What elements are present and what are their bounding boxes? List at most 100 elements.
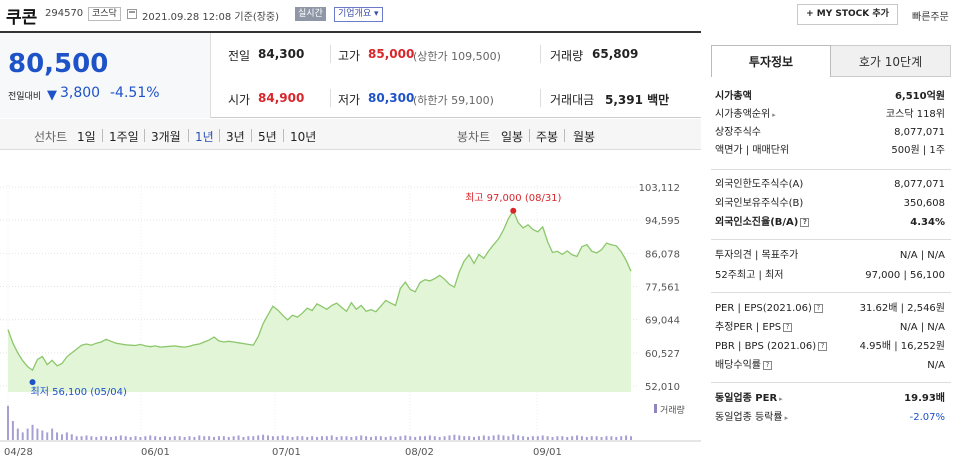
volume-bar <box>473 436 476 440</box>
period-1d[interactable]: 1일 <box>77 130 96 144</box>
period-5y[interactable]: 5년 <box>258 130 277 144</box>
volume-bar <box>100 436 103 440</box>
line-chart-label: 선차트 <box>34 130 68 144</box>
volume-bar <box>203 436 206 440</box>
volume-bar <box>208 436 211 440</box>
volume-bar <box>306 436 309 440</box>
quick-order-link[interactable]: 빠른주문 <box>912 12 949 23</box>
candle-daily[interactable]: 일봉 <box>501 130 524 144</box>
volume-bar <box>311 436 314 440</box>
help-icon[interactable]: ? <box>783 322 793 332</box>
volume-bar <box>325 436 328 440</box>
prev-close-label: 전일 <box>228 49 251 63</box>
candle-weekly[interactable]: 주봉 <box>536 130 559 144</box>
low-value: 80,300 <box>368 91 415 105</box>
volume-bar <box>625 435 628 440</box>
volume-bar <box>242 436 245 440</box>
foreign-hold-row: 외국인보유주식수(B) 350,608 <box>715 195 945 213</box>
est-per-value: N/A | N/A <box>899 322 945 333</box>
volume-bar <box>409 436 412 440</box>
x-tick-label: 04/28 <box>4 447 33 458</box>
volume-bar <box>114 436 117 440</box>
pbr-label: PBR | BPS (2021.06) <box>715 341 817 352</box>
volume-bar <box>95 436 98 440</box>
volume-bar <box>31 424 34 440</box>
sector-per-label: 동일업종 PER <box>715 393 778 404</box>
current-price: 80,500 <box>8 49 109 79</box>
price-line <box>7 209 632 372</box>
volume-bar <box>330 435 333 440</box>
help-icon[interactable]: ? <box>818 341 828 351</box>
chart-annotations: 최고 97,000 (08/31) 최저 56,100 (05/04) <box>29 192 562 398</box>
period-3m[interactable]: 3개월 <box>151 130 181 144</box>
volume-value: 65,809 <box>592 47 639 61</box>
volume-bar <box>541 435 544 440</box>
volume-label: 거래량 <box>550 49 584 63</box>
volume-bar <box>595 436 598 440</box>
volume-bar <box>105 436 108 440</box>
volume-bar <box>463 436 466 440</box>
volume-bar <box>85 435 88 440</box>
change-amount: 3,800 <box>60 85 101 101</box>
volume-bar <box>477 436 480 440</box>
market-badge: 코스닥 <box>88 7 121 21</box>
period-1y[interactable]: 1년 <box>195 130 214 144</box>
add-mystock-button[interactable]: + MY STOCK 추가 <box>797 4 898 25</box>
volume-bar <box>36 428 39 440</box>
volume-bar <box>492 435 495 440</box>
dividend-label: 배당수익률 <box>715 360 761 371</box>
foreign-limit-row: 외국인한도주식수(A) 8,077,071 <box>715 176 945 194</box>
volume-bar <box>70 434 73 440</box>
divider <box>219 129 220 142</box>
info-triangle-icon[interactable]: ▸ <box>784 414 789 422</box>
period-1w[interactable]: 1주일 <box>109 130 139 144</box>
volume-legend-label: 거래량 <box>660 404 685 416</box>
volume-bar <box>507 436 510 440</box>
period-3y[interactable]: 3년 <box>226 130 245 144</box>
volume-bar <box>355 436 358 440</box>
period-10y[interactable]: 10년 <box>290 130 317 144</box>
y-axis-ticks: 103,112 94,595 86,078 77,561 69,044 60,527 52,… <box>639 183 680 393</box>
help-icon[interactable]: ? <box>813 303 823 313</box>
volume-bar <box>271 436 274 440</box>
sector-rate-label: 동일업종 등락률 <box>715 412 783 423</box>
company-overview-dropdown[interactable]: 기업개요 ▾ <box>334 7 383 22</box>
52w-label: 52주최고 | 최저 <box>715 270 784 281</box>
per-value: 31.62배 | 2,546원 <box>859 303 945 314</box>
realtime-badge[interactable]: 실시간 <box>295 7 326 21</box>
volume-bar <box>281 435 284 440</box>
volume-bar <box>183 436 186 440</box>
tab-investment-info[interactable]: 투자정보 <box>711 45 831 77</box>
foreign-ratio-value: 4.34% <box>910 217 945 228</box>
info-triangle-icon[interactable]: ▸ <box>779 395 783 403</box>
volume-bar <box>247 436 250 440</box>
volume-bar <box>610 436 613 440</box>
volume-bar <box>370 436 373 440</box>
per-row: PER | EPS(2021.06)? 31.62배 | 2,546원 <box>715 300 945 318</box>
volume-bar <box>159 436 162 440</box>
volume-bar <box>487 436 490 440</box>
volume-bar <box>551 436 554 440</box>
info-triangle-icon[interactable]: ▸ <box>772 111 776 119</box>
candle-chart-label: 봉차트 <box>457 130 491 144</box>
volume-bar <box>316 436 319 440</box>
volume-bar <box>531 436 534 440</box>
shares-row: 상장주식수 8,077,071 <box>715 124 945 142</box>
tab-quote-10[interactable]: 호가 10단계 <box>831 45 951 77</box>
divider <box>283 129 284 142</box>
volume-bar <box>423 436 426 440</box>
max-annotation: 최고 97,000 (08/31) <box>465 192 561 204</box>
volume-bar <box>522 436 525 440</box>
help-icon[interactable]: ? <box>763 360 772 370</box>
volume-bar <box>600 436 603 440</box>
volume-bar <box>276 436 279 440</box>
y-tick-label: 69,044 <box>645 316 680 327</box>
volume-bar <box>453 434 456 440</box>
x-axis-ticks: 04/28 06/01 07/01 08/02 09/01 <box>0 440 701 458</box>
help-icon[interactable]: ? <box>800 217 810 227</box>
volume-bar <box>75 436 78 440</box>
price-chart: 103,112 94,595 86,078 77,561 69,044 60,527 52,… <box>0 183 701 458</box>
candle-monthly[interactable]: 월봉 <box>573 130 596 144</box>
pbr-row: PBR | BPS (2021.06)? 4.95배 | 16,252원 <box>715 338 945 356</box>
sector-rate-row: 동일업종 등락률 ▸ -2.07% <box>715 409 945 427</box>
